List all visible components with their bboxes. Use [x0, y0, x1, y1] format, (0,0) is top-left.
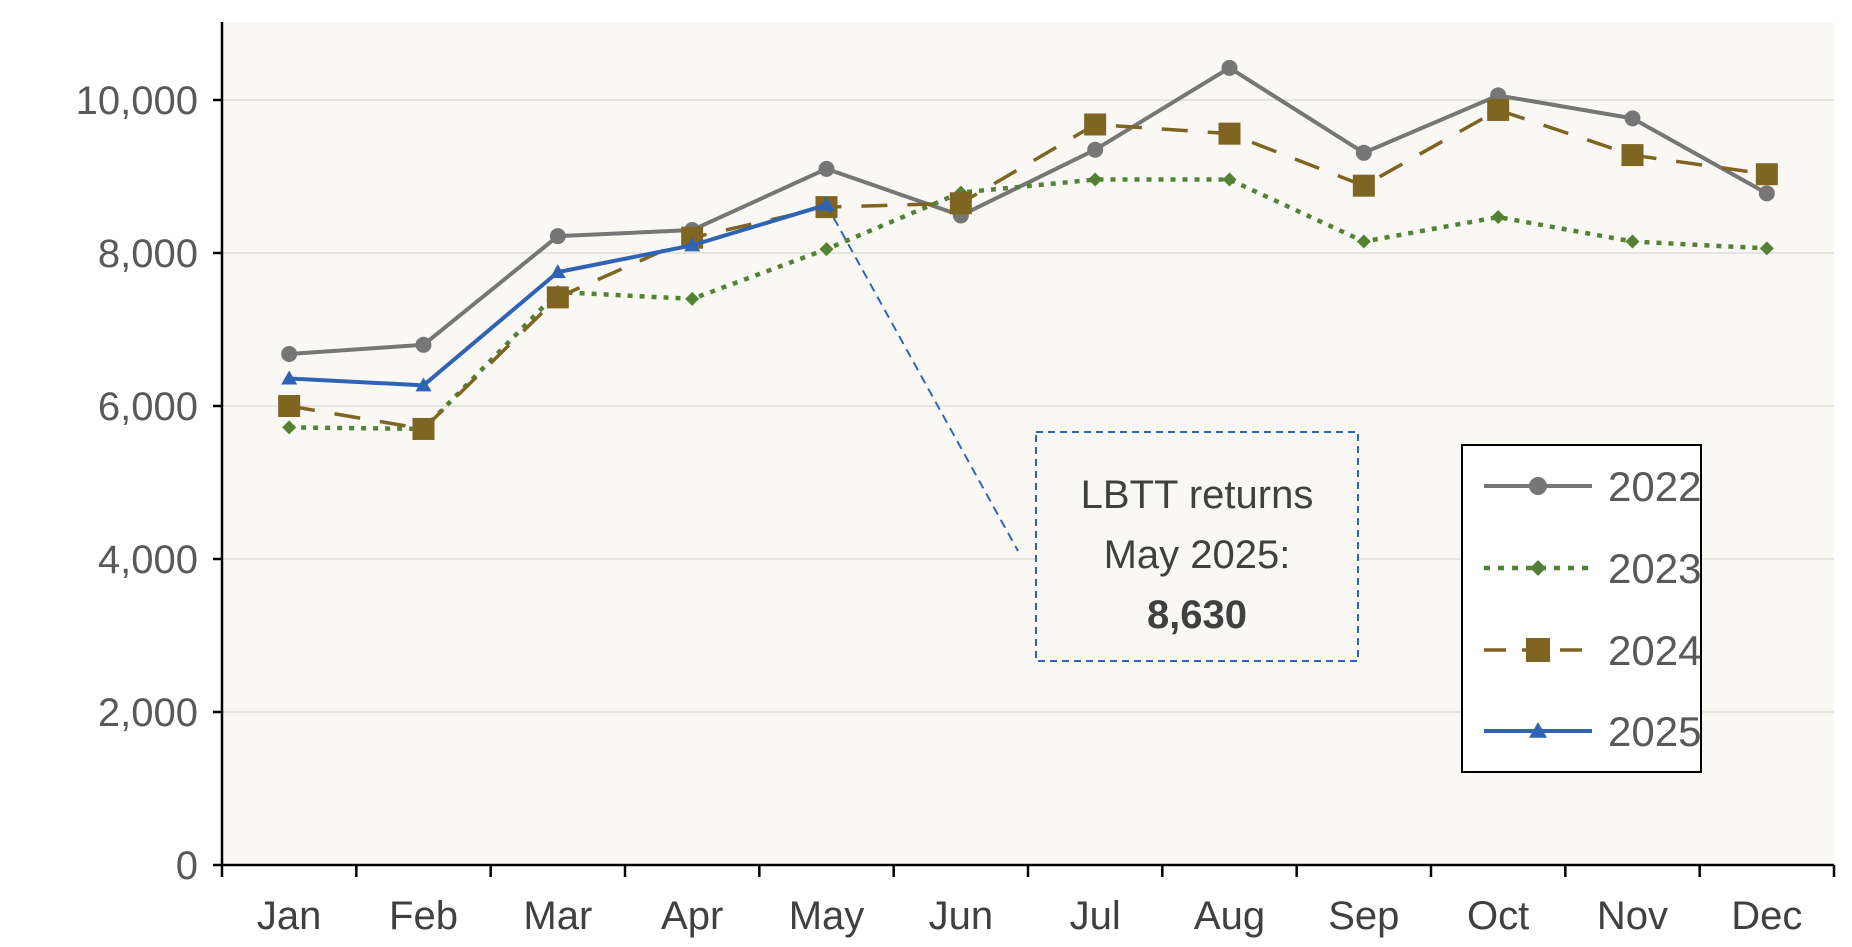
data-point-2022	[818, 160, 835, 177]
legend-marker	[1529, 722, 1547, 738]
data-point-2024	[1621, 144, 1644, 167]
x-tick-label: Jul	[1070, 894, 1121, 938]
data-point-2022	[549, 228, 566, 245]
data-point-2024	[1755, 163, 1778, 186]
data-point-2025	[415, 377, 432, 392]
annotation-leader-line	[825, 204, 1019, 552]
legend-item-2023: 2023	[1484, 545, 1701, 592]
legend-box	[1461, 444, 1702, 773]
y-tick-label: 8,000	[98, 232, 198, 276]
x-tick-label: Nov	[1597, 894, 1668, 938]
data-point-2023	[819, 242, 834, 257]
y-tick-label: 0	[176, 844, 198, 888]
x-tick-label: Apr	[661, 894, 723, 938]
data-point-2024	[546, 286, 569, 309]
data-point-2024	[1487, 98, 1510, 121]
x-tick-label: Mar	[523, 894, 592, 938]
legend-label: 2025	[1608, 708, 1701, 755]
data-point-2025	[281, 370, 298, 385]
y-axis-tick-labels: 0 2,000 4,000 6,000 8,000 10,000	[76, 79, 198, 888]
annotation-line-2: May 2025:	[1104, 533, 1291, 577]
series-line-2023	[289, 177, 1767, 432]
data-point-2023	[685, 291, 700, 306]
data-point-2023	[1222, 172, 1237, 187]
data-point-2025	[684, 237, 701, 252]
data-point-2025	[549, 264, 566, 279]
annotation-callout: LBTT returns May 2025: 8,630	[825, 204, 1359, 662]
legend: 2022 2023 2024 2025	[1461, 444, 1702, 773]
legend-item-2022: 2022	[1484, 463, 1701, 510]
x-tick-label: Jan	[257, 894, 322, 938]
data-point-2024	[1352, 174, 1375, 197]
x-axis-tick-labels: Jan Feb Mar Apr May Jun Jul Aug Sep Oct Nov Dec	[257, 894, 1802, 938]
data-point-2025	[818, 196, 835, 211]
annotation-line-1: LBTT returns	[1081, 473, 1314, 517]
x-tick-label: Feb	[389, 894, 458, 938]
legend-label: 2024	[1608, 627, 1701, 674]
data-point-2023	[1625, 234, 1640, 249]
legend-label: 2023	[1608, 545, 1701, 592]
x-tick-label: Jun	[929, 894, 994, 938]
data-point-2022	[1758, 185, 1775, 202]
legend-label: 2022	[1608, 463, 1701, 510]
series-line-2022	[289, 65, 1768, 356]
data-point-2022	[1087, 141, 1104, 158]
data-point-2023	[1088, 172, 1103, 187]
annotation-value: 8,630	[1147, 593, 1247, 637]
legend-item-2024: 2024	[1484, 627, 1701, 674]
legend-marker	[1526, 638, 1550, 662]
x-tick-label: Oct	[1467, 894, 1529, 938]
data-point-2024	[278, 395, 301, 417]
series-group	[278, 59, 1778, 440]
axes	[213, 22, 1836, 877]
series-2025	[281, 196, 835, 392]
x-tick-label: May	[789, 894, 865, 938]
data-point-2024	[949, 192, 972, 215]
data-point-2022	[415, 336, 432, 353]
x-tick-label: Dec	[1731, 894, 1802, 938]
data-point-2023	[282, 420, 297, 435]
series-2024	[278, 98, 1778, 440]
x-tick-label: Sep	[1328, 894, 1399, 938]
data-point-2023	[1491, 210, 1506, 225]
data-point-2022	[281, 345, 298, 362]
data-point-2024	[412, 417, 435, 440]
data-point-2024	[1218, 122, 1241, 145]
series-line-2024	[288, 108, 1768, 431]
data-point-2022	[1624, 110, 1641, 127]
x-tick-label: Aug	[1194, 894, 1265, 938]
data-point-2022	[1355, 144, 1372, 161]
y-tick-label: 4,000	[98, 538, 198, 582]
data-point-2023	[1356, 234, 1371, 249]
y-tick-label: 6,000	[98, 385, 198, 429]
data-point-2022	[1221, 59, 1238, 76]
legend-item-2025: 2025	[1484, 708, 1701, 755]
legend-marker	[1529, 477, 1547, 495]
annotation-box	[1035, 431, 1359, 662]
y-tick-label: 10,000	[76, 79, 198, 123]
y-tick-label: 2,000	[98, 691, 198, 735]
legend-marker	[1530, 560, 1546, 576]
data-point-2023	[1759, 241, 1774, 256]
data-point-2024	[1084, 113, 1107, 136]
